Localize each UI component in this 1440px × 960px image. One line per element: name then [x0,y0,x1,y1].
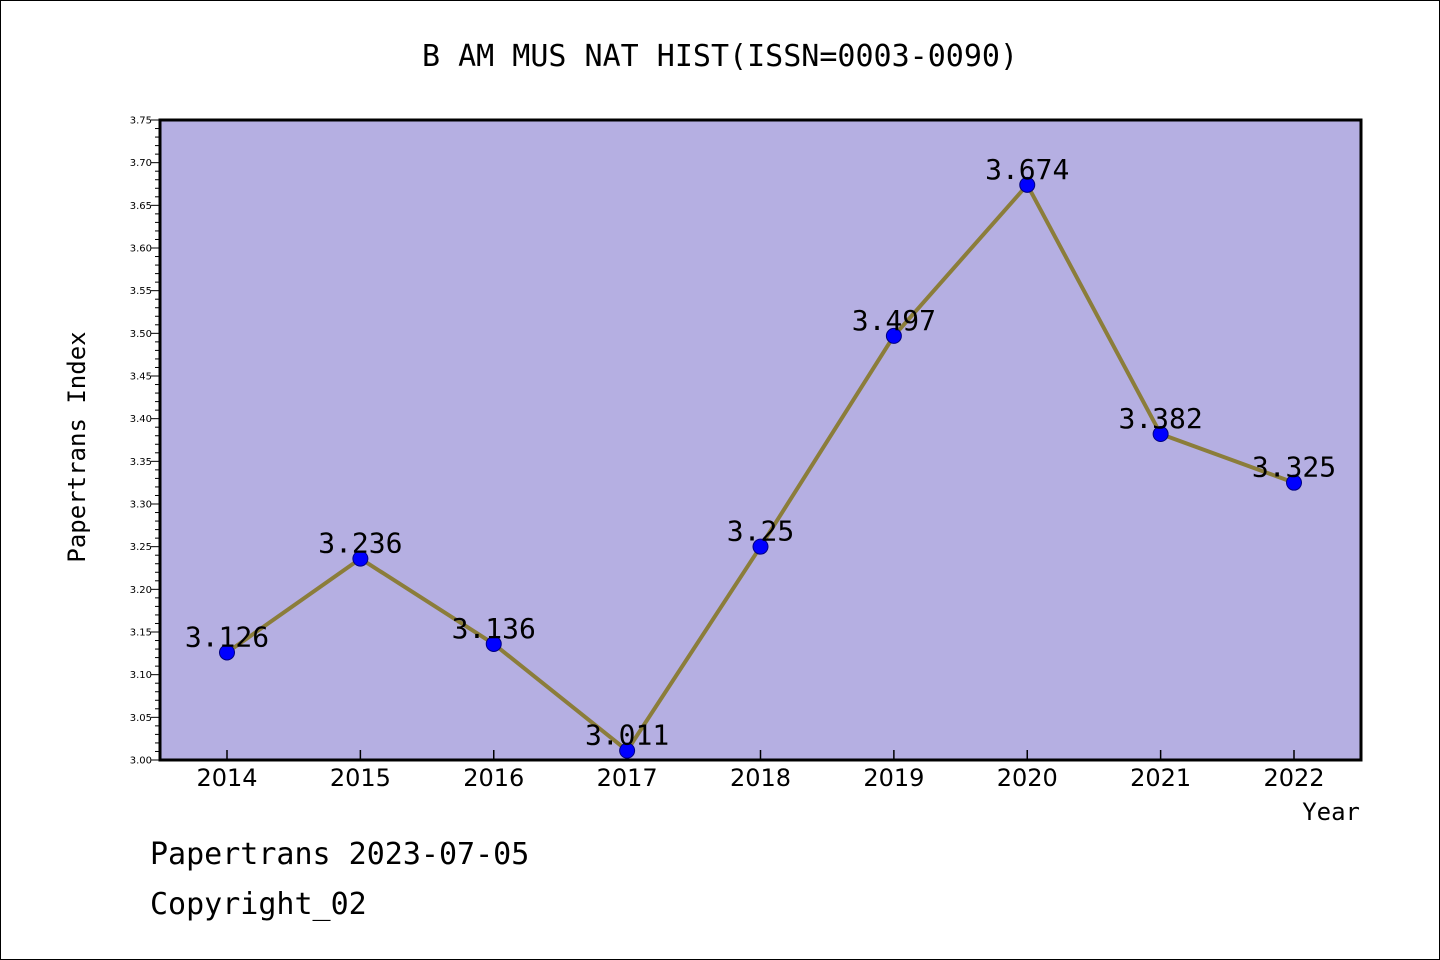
y-tick-label: 3.45 [130,372,152,383]
y-tick-label: 3.75 [130,116,152,127]
data-label: 3.25 [727,515,794,548]
data-label: 3.236 [318,527,402,560]
y-tick-label: 3.50 [130,329,152,340]
data-label: 3.674 [985,153,1069,186]
x-tick-label: 2019 [863,764,924,792]
y-tick-label: 3.05 [130,713,152,724]
data-point [1152,426,1169,443]
footer-copyright: Copyright_02 [150,887,367,922]
data-label: 3.011 [585,719,669,752]
x-tick-label: 2015 [330,764,391,792]
y-tick-label: 3.70 [130,158,152,169]
data-point [885,327,902,344]
series-markers [219,176,1302,759]
y-tick-label: 3.40 [130,414,152,425]
chart-title: B AM MUS NAT HIST(ISSN=0003-0090) [422,39,1018,74]
x-tick-label: 2014 [196,764,257,792]
y-tick-label: 3.60 [130,244,152,255]
data-point [619,742,636,759]
x-axis-label: Year [1302,798,1360,826]
y-tick-label: 3.10 [130,670,152,681]
y-tick-label: 3.35 [130,457,152,468]
x-tick-label: 2022 [1263,764,1324,792]
footer-date: Papertrans 2023-07-05 [150,837,529,872]
plot-border [158,118,1363,762]
y-tick-label: 3.20 [130,585,152,596]
data-label: 3.382 [1118,402,1202,435]
x-tick-label: 2016 [463,764,524,792]
data-label: 3.126 [185,620,269,653]
data-point [219,644,235,661]
y-tick-label: 3.25 [130,542,152,553]
x-tick-label: 2021 [1130,764,1191,792]
x-tick-label: 2020 [997,764,1058,792]
y-tick-label: 3.15 [130,628,152,639]
data-point [1286,474,1302,491]
x-axis: 2014 2015 2016 2017 2018 2019 2020 2021 2022 [196,750,1325,792]
y-tick-label: 3.55 [130,286,152,297]
y-tick-label: 3.30 [130,500,152,511]
data-point [352,550,369,567]
data-labels: 3.126 3.236 3.136 3.011 3.25 3.497 3.674 3.382 3… [185,153,1336,752]
y-axis-label: Papertrans Index [63,331,91,562]
data-label: 3.325 [1252,451,1336,484]
y-tick-label: 3.65 [130,201,152,212]
data-point [1019,176,1036,193]
y-tick-label: 3.00 [130,756,152,767]
data-label: 3.136 [452,612,536,645]
x-tick-label: 2017 [597,764,658,792]
data-point [752,538,769,555]
data-point [485,635,502,652]
x-tick-label: 2018 [730,764,791,792]
data-label: 3.497 [852,304,936,337]
y-axis: 3.00 3.05 3.10 3.15 3.20 3.25 3.30 3.35 3.40 3.45… [130,116,160,767]
